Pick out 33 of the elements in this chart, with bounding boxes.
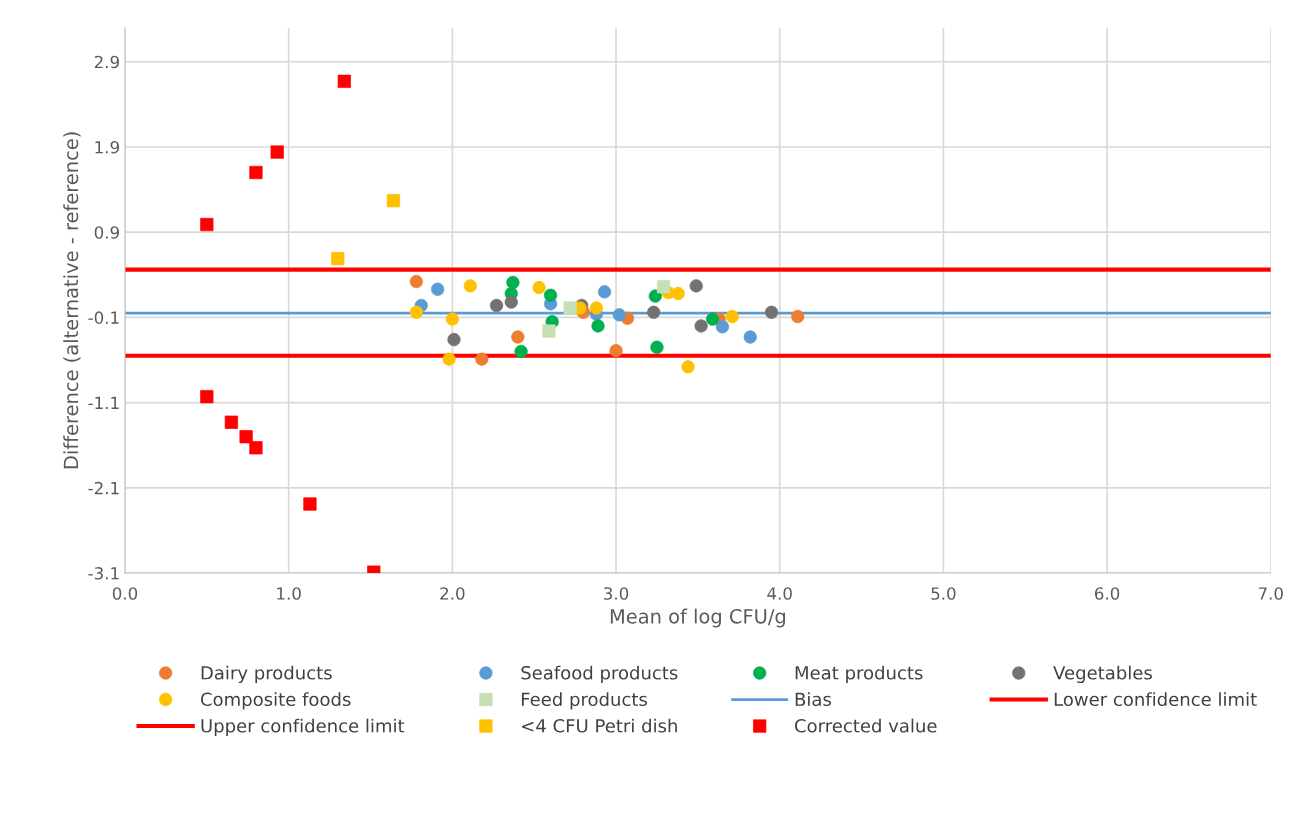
- point: [386, 194, 401, 208]
- x-axis-title: Mean of log CFU/g: [610, 608, 785, 628]
- legend-label: Corrected value: [795, 718, 937, 733]
- y-tick-label: -0.1: [88, 311, 119, 324]
- x-tick-label: 6.0: [1094, 587, 1120, 600]
- legend-label: Upper confidence limit: [201, 718, 405, 737]
- y-tick-label: -3.1: [88, 567, 119, 580]
- x-tick-label: 0.0: [112, 587, 138, 600]
- point: [200, 390, 214, 404]
- y-axis-title: Difference (alternative - reference): [63, 132, 81, 469]
- x-tick-label: 2.0: [440, 587, 465, 600]
- x-tick-label: 4.0: [767, 587, 792, 600]
- y-tick-label: 2.9: [94, 55, 119, 69]
- legend-label: Seafood products: [521, 665, 678, 684]
- legend-label: Dairy products: [201, 665, 332, 684]
- y-tick-label: 0.9: [94, 226, 119, 239]
- point: [656, 280, 671, 294]
- legend-label: <4 CFU Petri dish: [522, 718, 677, 733]
- x-tick-label: 3.0: [604, 587, 629, 600]
- y-tick-label: -2.1: [88, 481, 119, 495]
- legend-label: Vegetables: [1053, 665, 1152, 684]
- point: [224, 415, 238, 429]
- x-tick-label: 5.0: [931, 587, 956, 600]
- point: [200, 217, 214, 232]
- legend-label: Feed products: [521, 692, 647, 710]
- y-tick-label: 1.9: [95, 140, 119, 154]
- x-tick-label: 1.0: [277, 587, 301, 600]
- legend-label: Lower confidence limit: [1054, 692, 1257, 707]
- legend-label: Composite foods: [200, 692, 351, 710]
- legend-label: Bias: [795, 692, 831, 707]
- x-tick-label: 7.0: [1258, 587, 1283, 600]
- y-tick-label: -1.1: [88, 396, 119, 409]
- legend-label: Meat products: [795, 665, 923, 684]
